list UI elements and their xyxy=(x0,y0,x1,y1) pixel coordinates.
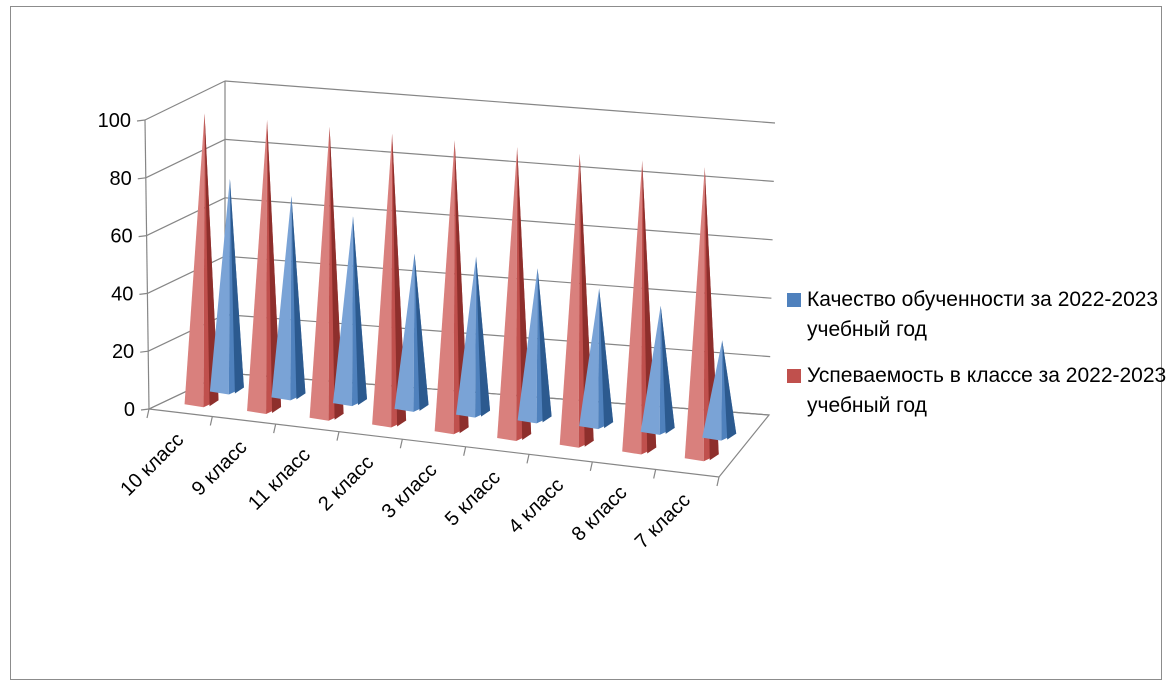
cone-quality-7 xyxy=(640,305,675,435)
gridline-back xyxy=(224,80,776,124)
cone-face-lit xyxy=(559,153,580,448)
cone-face-lit xyxy=(434,140,455,435)
cone-quality-5 xyxy=(517,268,552,424)
cone-face-lit xyxy=(622,160,643,455)
cone-face-shade xyxy=(352,216,367,406)
cone-face-shade xyxy=(229,178,244,394)
chart-area: 0 20 40 60 80 100 10 класс 9 класс 11 класс 2 кл… xyxy=(10,6,1166,680)
y-tick-label: 60 xyxy=(110,226,132,248)
x-tick-label: 4 класс xyxy=(504,474,568,538)
x-tick-label: 2 класс xyxy=(314,451,378,515)
x-tick-mark xyxy=(273,423,277,434)
legend: Качество обученности за 2022-2023 учебны… xyxy=(787,285,1167,437)
y-tick-label: 40 xyxy=(111,283,133,305)
cone-face-lit xyxy=(309,126,330,421)
x-tick-label: 8 класс xyxy=(568,482,632,546)
cone-face-shade xyxy=(660,305,675,434)
cone-face-shade xyxy=(476,256,491,417)
cone-quality-1 xyxy=(271,195,306,401)
gridline-side xyxy=(144,80,226,121)
y-tick-label: 100 xyxy=(98,110,131,132)
gridline-back xyxy=(224,197,773,241)
x-tick-mark xyxy=(399,439,403,449)
cone-face-lit xyxy=(184,113,205,408)
cone-face-shade xyxy=(722,340,737,440)
cone-face-lit xyxy=(517,268,538,424)
x-tick-mark xyxy=(526,454,530,464)
legend-item-quality: Качество обученности за 2022-2023 учебны… xyxy=(787,285,1167,345)
x-tick-label: 11 класс xyxy=(244,444,315,515)
x-tick-mark xyxy=(336,431,340,441)
gridline-back xyxy=(224,138,774,182)
x-tick-mark xyxy=(653,469,657,479)
x-tick-mark xyxy=(463,446,467,456)
cone-face-lit xyxy=(640,305,661,435)
gridline-side xyxy=(146,197,226,237)
cone-face-shade xyxy=(291,195,306,400)
cone-face-lit xyxy=(394,253,415,412)
gridline-side xyxy=(147,255,226,294)
cone-face-lit xyxy=(247,120,268,415)
cone-face-shade xyxy=(537,268,552,423)
cone-face-lit xyxy=(332,216,353,407)
cone-face-shade xyxy=(204,113,219,407)
x-tick-label: 5 класс xyxy=(441,467,505,531)
cone-quality-0 xyxy=(209,178,244,395)
x-tick-mark xyxy=(146,408,150,419)
y-tick-label: 20 xyxy=(112,341,134,363)
y-tick-mark xyxy=(139,292,148,295)
legend-swatch-quality xyxy=(787,293,801,307)
x-tick-label: 3 класс xyxy=(378,459,442,523)
cone-quality-6 xyxy=(579,288,614,430)
gridline-back xyxy=(224,314,771,358)
cone-face-lit xyxy=(209,178,230,395)
y-axis-line xyxy=(144,119,150,410)
cone-quality-8 xyxy=(702,340,737,441)
gridline-side xyxy=(145,138,226,179)
x-tick-mark xyxy=(589,461,593,472)
cone-quality-2 xyxy=(332,216,367,407)
cone-face-lit xyxy=(702,340,723,441)
legend-item-progress: Успеваемость в классе за 2022-2023 учебн… xyxy=(787,361,1167,421)
cone-quality-3 xyxy=(394,253,429,412)
y-axis-tick-labels: 0 20 40 60 80 100 xyxy=(98,110,135,421)
x-tick-mark xyxy=(716,476,720,487)
legend-label-progress: Успеваемость в классе за 2022-2023 учебн… xyxy=(807,364,1167,417)
cone-face-lit xyxy=(684,167,705,462)
cone-face-lit xyxy=(497,147,518,442)
x-tick-label: 7 класс xyxy=(631,489,695,553)
y-tick-mark xyxy=(140,350,149,353)
y-tick-label: 80 xyxy=(110,168,132,190)
legend-label-quality: Качество обученности за 2022-2023 учебны… xyxy=(807,288,1159,341)
x-tick-mark xyxy=(209,416,213,426)
cone-quality-4 xyxy=(456,256,491,418)
cone-face-shade xyxy=(599,288,614,429)
cone-progress-0 xyxy=(184,113,219,408)
data-cones xyxy=(184,113,737,462)
gridline-back xyxy=(224,255,772,299)
y-tick-mark xyxy=(138,235,147,238)
y-tick-mark xyxy=(137,177,146,180)
x-tick-label: 10 класс xyxy=(116,429,188,501)
cone-face-lit xyxy=(579,288,600,430)
cone-face-shade xyxy=(414,253,429,411)
cone-face-lit xyxy=(456,256,477,418)
cone-face-lit xyxy=(271,195,292,401)
x-tick-label: 9 класс xyxy=(188,436,252,500)
y-tick-mark xyxy=(136,119,146,122)
cone-face-lit xyxy=(372,133,393,428)
legend-swatch-progress xyxy=(787,369,801,383)
y-tick-label: 0 xyxy=(124,399,135,421)
